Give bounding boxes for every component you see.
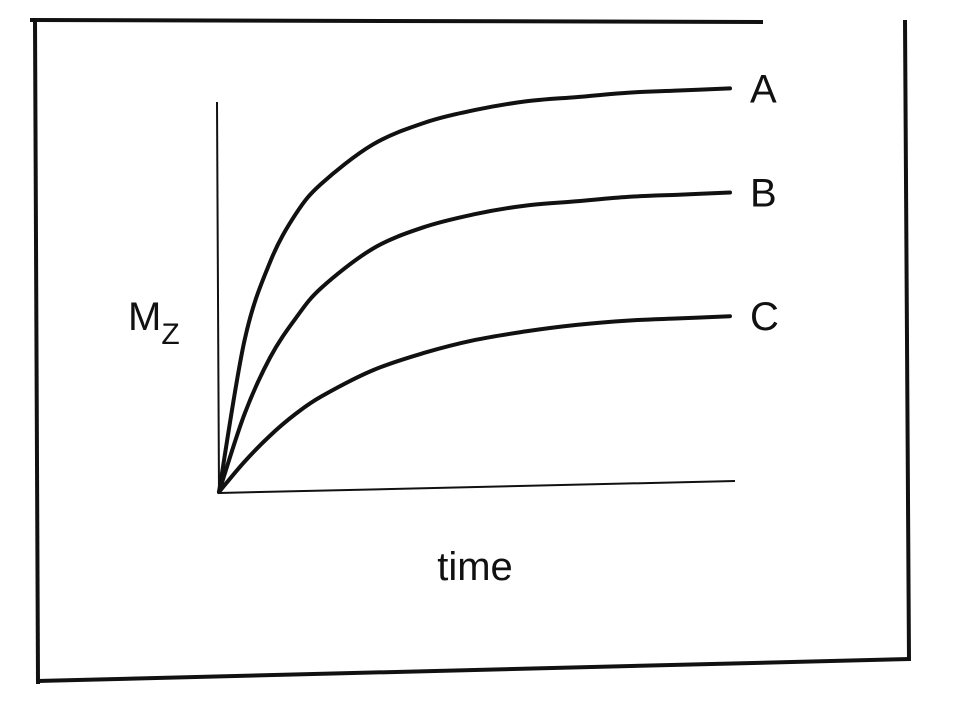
frame-top xyxy=(29,18,764,24)
frame-bottom xyxy=(36,657,911,683)
y-axis-label-subscript: Z xyxy=(161,318,179,351)
y-axis xyxy=(216,101,220,494)
curves xyxy=(217,86,732,494)
frame-left xyxy=(33,19,40,685)
axes xyxy=(216,101,736,494)
series-label-a: A xyxy=(750,67,777,111)
y-axis-label: MZ xyxy=(128,295,180,351)
series-labels: A B C xyxy=(750,67,779,339)
y-axis-label-main: M xyxy=(128,295,161,339)
series-label-c: C xyxy=(750,295,779,339)
series-line-b xyxy=(217,190,732,494)
series-line-a xyxy=(217,86,732,494)
x-axis-label: time xyxy=(437,545,513,589)
frame-right xyxy=(903,19,911,662)
series-label-b: B xyxy=(750,172,777,216)
figure-frame xyxy=(29,18,911,685)
x-axis xyxy=(218,480,736,494)
series-line-c xyxy=(217,314,732,494)
